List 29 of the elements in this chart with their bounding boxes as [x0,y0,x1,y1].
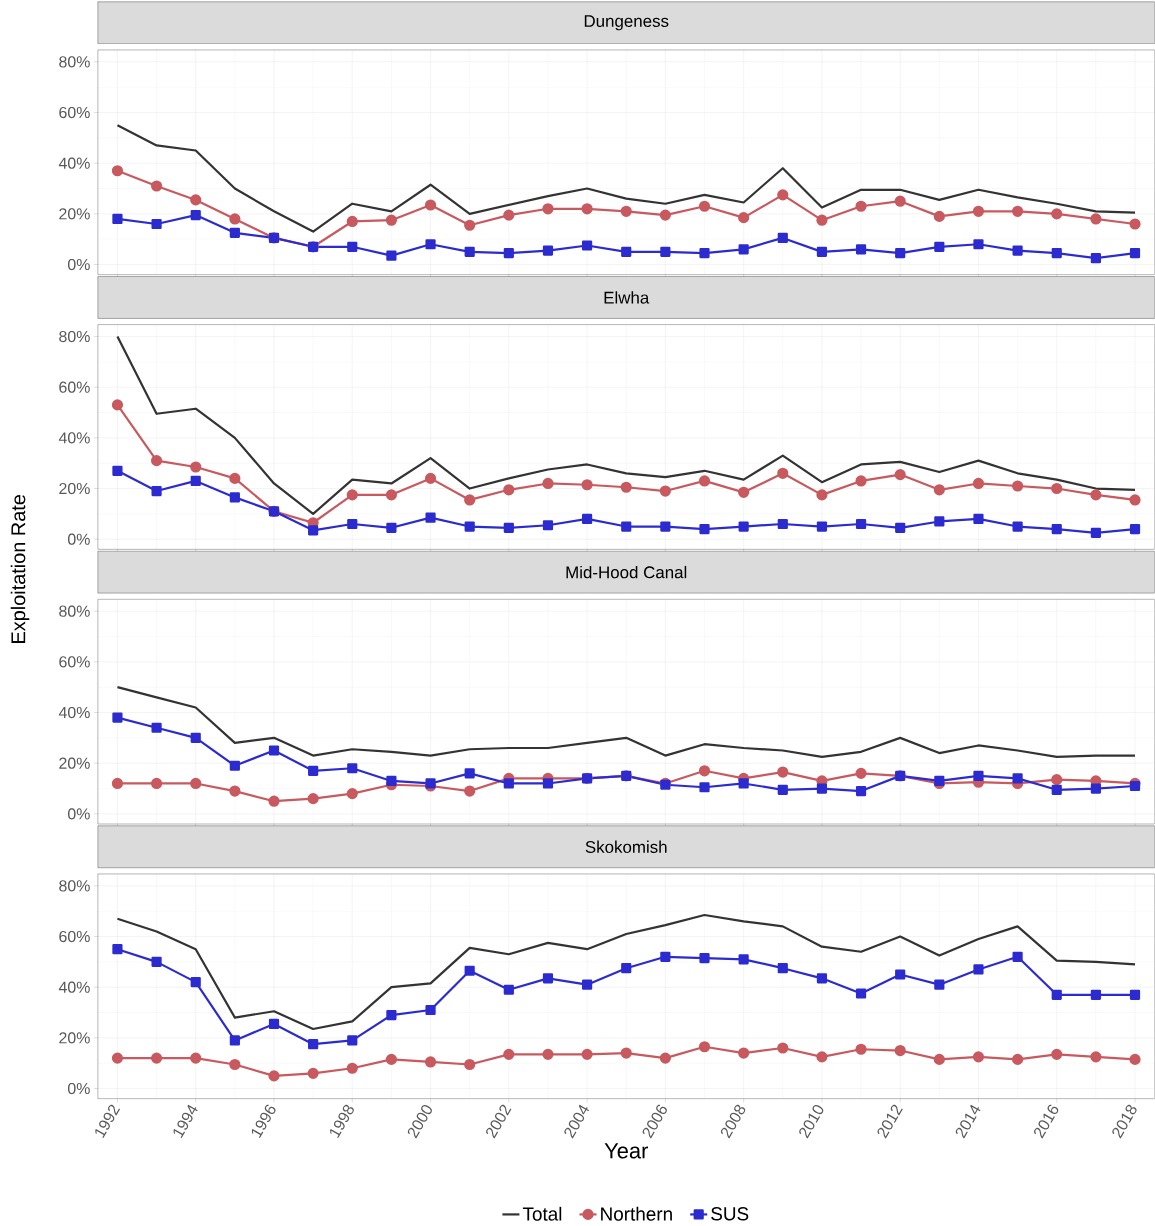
y-tick-label: 0% [68,808,90,820]
y-tick-label: 20% [59,757,90,769]
y-tick-label: 40% [58,981,90,993]
y-tick-label: 0% [68,533,90,545]
y-tick-label: 0% [68,1082,90,1095]
y-tick-label: 40% [58,432,90,444]
y-tick-label: 80% [59,605,90,617]
y-tick-label: 80% [59,56,90,68]
y-tick-label: 0% [68,258,90,271]
y-tick-label: 60% [59,930,90,943]
legend-label: SUS [711,1207,749,1221]
chart-title: Dungeness [584,15,669,31]
y-tick-label: 60% [59,106,90,119]
chart-title: Mid-Hood Canal [566,565,687,579]
y-tick-label: 20% [59,1032,90,1044]
chart-title: Elwha [604,291,650,304]
y-axis-title: Exploitation Rate [10,495,30,643]
y-tick-label: 80% [59,880,90,892]
y-tick-label: 40% [58,157,90,169]
y-tick-label: 40% [58,706,90,719]
y-tick-label: 20% [59,482,90,495]
y-tick-label: 20% [59,208,90,220]
x-axis-title: Year [604,1143,649,1159]
y-tick-label: 60% [59,656,90,668]
y-tick-label: 60% [59,381,90,393]
legend-label: Northern [601,1206,672,1221]
legend-label: Total [523,1206,562,1221]
y-tick-label: 80% [59,330,90,343]
chart-title: Skokomish [585,840,667,854]
